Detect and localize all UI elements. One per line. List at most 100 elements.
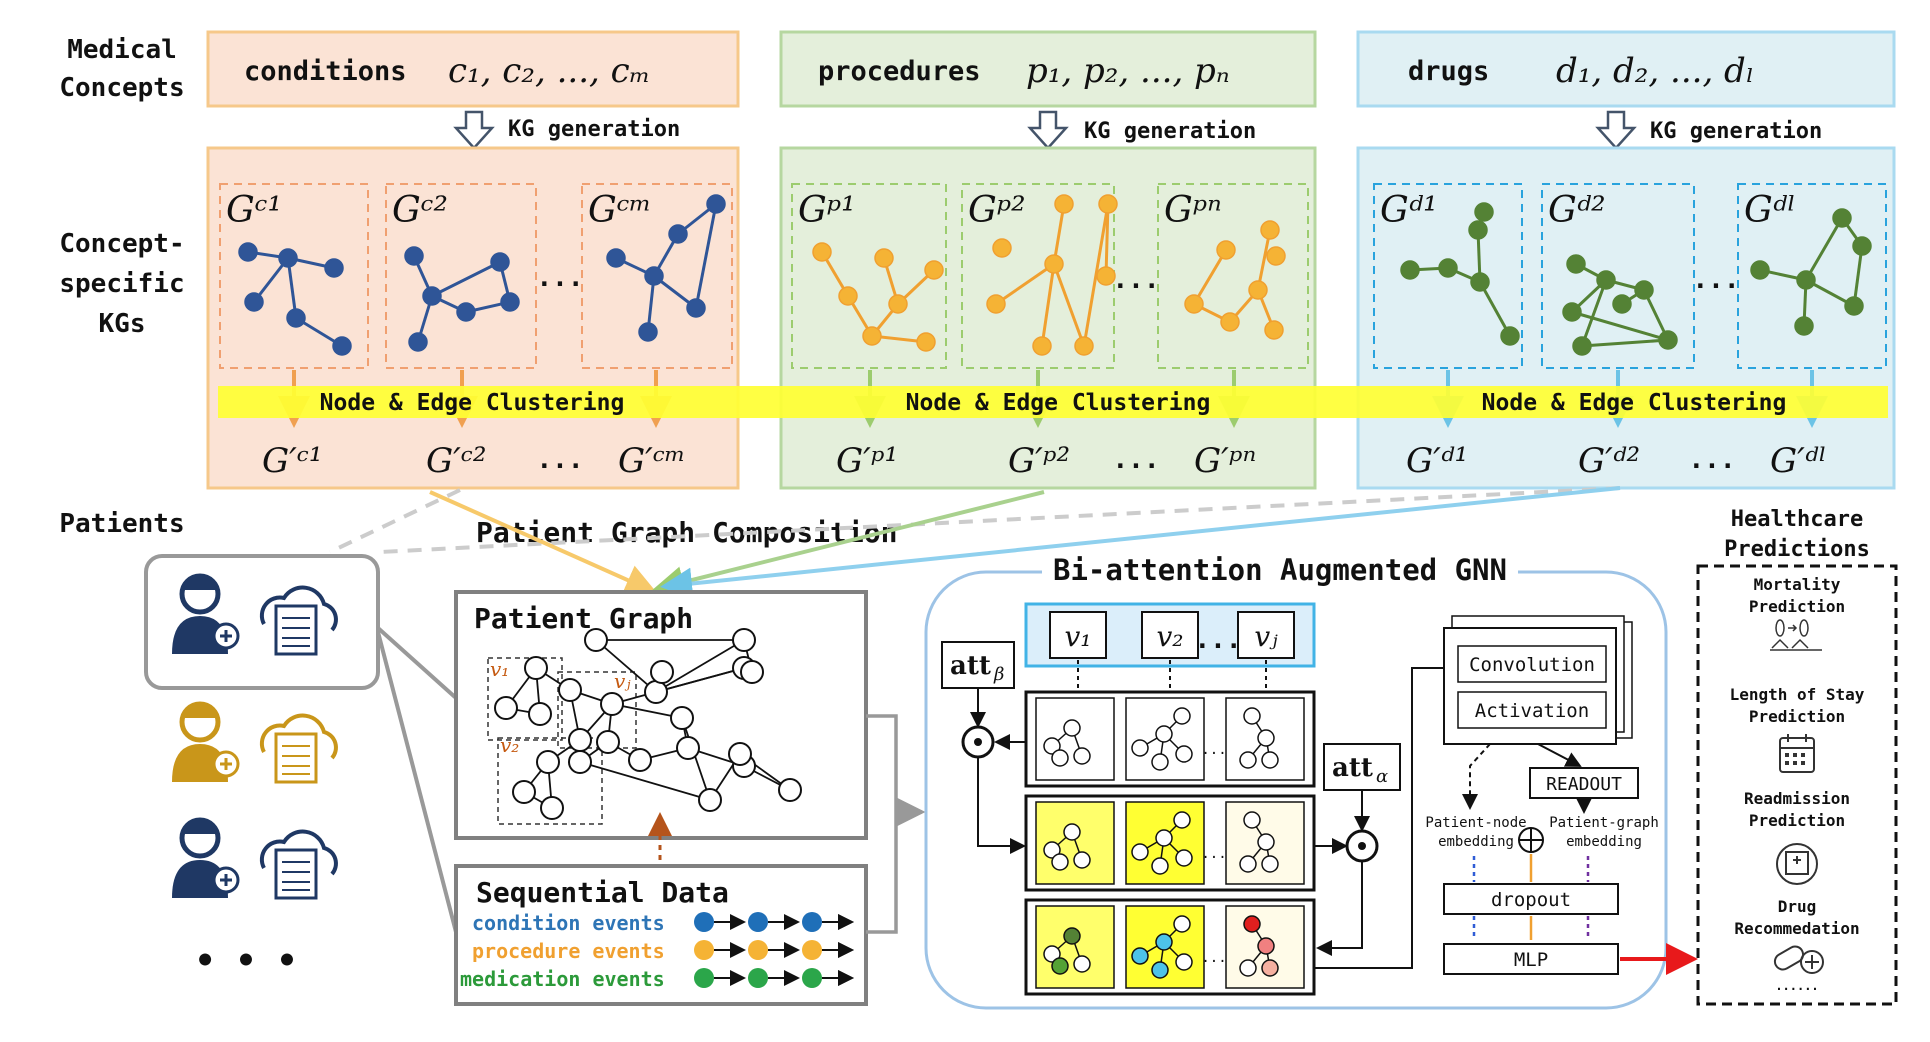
gnn-node-v2: v₂ <box>1156 620 1183 653</box>
kg-mini-graphs <box>238 194 1872 356</box>
kg-c1-node <box>244 292 264 312</box>
gnn-cell-2-2 <box>1225 905 1305 989</box>
kg-pn <box>1184 220 1286 340</box>
kg-dl-node <box>1794 316 1814 336</box>
predictions-title-2: Predictions <box>1724 537 1870 562</box>
kg-c2-node <box>404 246 424 266</box>
patient-graph-node <box>628 748 652 772</box>
clustering-label-1: Node & Edge Clustering <box>320 390 625 416</box>
kg-dl-node <box>1750 260 1770 280</box>
kg-cm <box>606 194 726 342</box>
kg-p2-node <box>1098 194 1118 214</box>
patient-graph-node <box>778 778 802 802</box>
gnn-row-ellipsis: ... <box>1201 950 1226 966</box>
graph-c2-title: Gᶜ² <box>392 190 448 231</box>
event-chain-1 <box>694 940 854 960</box>
hospital-icon <box>1776 843 1818 885</box>
kg-c1-node <box>286 308 306 328</box>
drug-label-1: Drug <box>1778 897 1817 916</box>
gnn-row-ellipsis: ... <box>1201 846 1226 862</box>
event-dot <box>748 912 768 932</box>
conditions-ellipsis: ... <box>537 263 584 293</box>
gnn-cell-0-1 <box>1125 697 1205 781</box>
patient-graph-node <box>568 750 592 774</box>
patient-graph-node <box>732 628 756 652</box>
graph-emb-label-1: Patient-graph <box>1549 815 1659 831</box>
kg-cm-node <box>706 194 726 214</box>
clustered-c2: G′ᶜ² <box>426 441 487 481</box>
patient-graph-box: Patient Graph v₁ v₂ vⱼ <box>454 590 868 840</box>
kg-c1-node <box>324 258 344 278</box>
kg-c1 <box>238 242 352 356</box>
kg-p1-node <box>888 294 908 314</box>
patient-graph-node <box>728 742 752 766</box>
kg-p2-node <box>1074 336 1094 356</box>
kg-pn-node <box>1266 246 1286 266</box>
los-label-1: Length of Stay <box>1730 685 1865 704</box>
kg-p2-node <box>986 294 1006 314</box>
clustered-p1: G′ᵖ¹ <box>836 441 898 481</box>
convolution-label: Convolution <box>1469 654 1595 676</box>
kg-dl-node <box>1844 296 1864 316</box>
predictions-more: ...... <box>1775 979 1818 993</box>
clustered-c1: G′ᶜ¹ <box>262 441 323 481</box>
clustered-p-ellipsis: ... <box>1113 445 1160 475</box>
gnn-cell-1-0 <box>1035 801 1115 885</box>
predictions-title-1: Healthcare <box>1731 507 1863 532</box>
att-alpha-label: att <box>1332 753 1373 783</box>
patient-graph-node <box>600 692 624 716</box>
event-dot <box>694 912 714 932</box>
kg-d2 <box>1562 254 1678 356</box>
kg-pn-node <box>1184 294 1204 314</box>
kg-p1-node <box>838 286 858 306</box>
kg-cm-node <box>668 224 688 244</box>
kg-c2-node <box>408 332 428 352</box>
patient-graph-v2: v₂ <box>500 733 519 757</box>
los-label-2: Prediction <box>1749 707 1845 726</box>
patient-graph-node <box>536 750 560 774</box>
graph-p1-title: Gᵖ¹ <box>798 190 856 231</box>
readmission-label-2: Prediction <box>1749 811 1845 830</box>
patient-graph-node <box>676 736 700 760</box>
clustering-label-2: Node & Edge Clustering <box>906 390 1211 416</box>
patient-graph-v1: v₁ <box>490 657 509 681</box>
kg-pn-node <box>1264 320 1284 340</box>
patient-graph-node <box>528 702 552 726</box>
mortality-icon <box>1770 619 1822 651</box>
kg-p2-node <box>1032 336 1052 356</box>
graph-cm-title: Gᶜᵐ <box>588 190 652 231</box>
kg-p1 <box>812 242 944 352</box>
kg-c1-node <box>278 248 298 268</box>
kg-p2-node <box>1044 254 1064 274</box>
clustered-dl: G′ᵈˡ <box>1770 441 1827 481</box>
graph-c1-title: Gᶜ¹ <box>226 190 282 231</box>
gnn-node-vj: vⱼ <box>1254 620 1278 653</box>
calendar-icon <box>1779 734 1815 773</box>
kg-pn-node <box>1260 220 1280 240</box>
kg-d1-node <box>1500 326 1520 346</box>
patient-graph-network <box>494 628 802 820</box>
patient-graph-node <box>494 696 518 720</box>
graph-dl-title: Gᵈˡ <box>1744 190 1796 231</box>
event-dot <box>802 912 822 932</box>
kg-d1 <box>1400 202 1520 346</box>
kg-p1-node <box>874 248 894 268</box>
condition-events-label: condition events <box>472 911 665 935</box>
conditions-header: conditions c₁, c₂, ..., cₘ <box>206 30 740 108</box>
gnn-node-v1: v₁ <box>1064 620 1091 653</box>
concept-kgs-label-3: KGs <box>99 309 146 339</box>
gnn-row-ellipsis: ... <box>1201 742 1226 758</box>
procedures-ellipsis: ... <box>1113 265 1160 295</box>
graph-p2-title: Gᵖ² <box>968 190 1026 231</box>
att-beta-label: att <box>950 651 991 681</box>
clustered-d1: G′ᵈ¹ <box>1406 441 1468 481</box>
patient-graph-node <box>524 656 548 680</box>
kg-d1-node <box>1468 220 1488 240</box>
medical-concepts-label-2: Concepts <box>59 73 184 103</box>
graph-d2-title: Gᵈ² <box>1548 190 1606 231</box>
event-chain-0 <box>694 912 854 932</box>
kg-p2-node <box>992 238 1012 258</box>
graph-emb-label-2: embedding <box>1566 834 1642 850</box>
sequential-data-box: Sequential Data condition events procedu… <box>454 864 868 1006</box>
